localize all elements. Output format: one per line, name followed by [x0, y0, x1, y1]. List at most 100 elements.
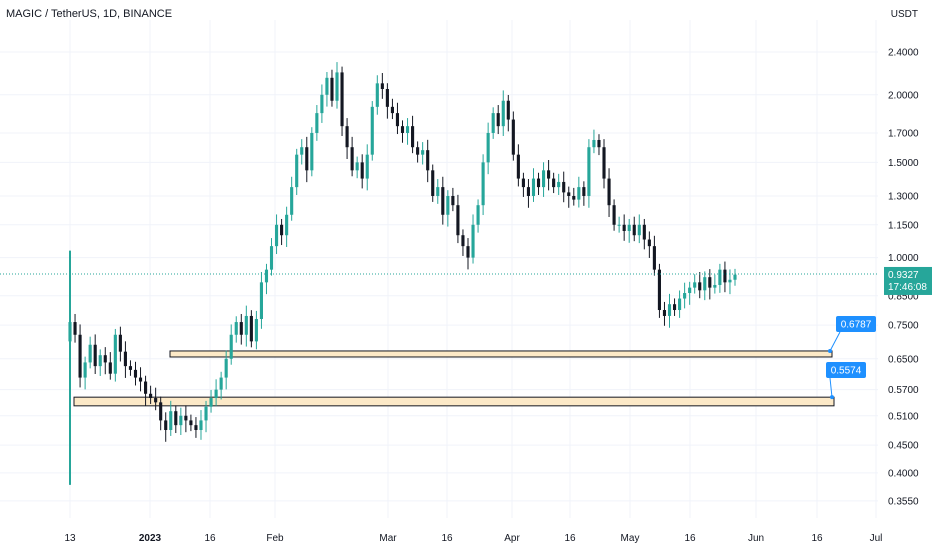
candle-body[interactable] [209, 398, 213, 407]
candle-body[interactable] [718, 269, 722, 285]
candle-body[interactable] [662, 310, 667, 316]
candle-body[interactable] [491, 113, 495, 133]
candle-body[interactable] [103, 355, 107, 363]
candle-body[interactable] [501, 100, 505, 127]
candle-body[interactable] [78, 334, 82, 378]
candle-body[interactable] [300, 147, 304, 155]
candle-body[interactable] [688, 287, 692, 294]
candle-body[interactable] [149, 393, 153, 399]
candle-body[interactable] [244, 315, 248, 335]
candle-body[interactable] [405, 126, 410, 133]
candle-body[interactable] [632, 224, 636, 236]
support-zone[interactable] [73, 396, 835, 407]
support-zone[interactable] [169, 350, 833, 358]
candle-body[interactable] [431, 170, 435, 196]
candle-body[interactable] [264, 269, 269, 283]
candle-body[interactable] [652, 246, 656, 270]
candle-body[interactable] [733, 274, 737, 280]
candle-body[interactable] [330, 77, 334, 101]
candle-body[interactable] [516, 154, 520, 179]
candle-body[interactable] [562, 181, 566, 193]
candle-body[interactable] [315, 113, 319, 133]
candle-body[interactable] [98, 355, 102, 367]
candle-body[interactable] [622, 224, 626, 231]
candle-body[interactable] [285, 214, 289, 236]
price-flag[interactable] [826, 362, 866, 378]
candle-body[interactable] [592, 139, 596, 148]
candle-body[interactable] [426, 150, 430, 171]
candle-body[interactable] [189, 420, 193, 426]
candle-body[interactable] [295, 154, 299, 188]
candle-body[interactable] [355, 162, 359, 171]
candle-body[interactable] [728, 279, 732, 283]
candle-body[interactable] [547, 170, 551, 179]
candle-body[interactable] [557, 181, 561, 188]
candle-body[interactable] [693, 282, 697, 288]
candle-body[interactable] [335, 72, 339, 101]
candle-body[interactable] [481, 162, 485, 206]
candle-body[interactable] [531, 178, 536, 196]
candle-body[interactable] [572, 195, 576, 200]
candle-body[interactable] [224, 358, 228, 378]
candle-body[interactable] [642, 224, 646, 240]
candle-body[interactable] [708, 277, 712, 288]
candle-body[interactable] [577, 187, 581, 200]
candle-body[interactable] [698, 282, 702, 291]
candle-body[interactable] [310, 132, 314, 171]
candle-body[interactable] [204, 406, 208, 421]
candle-body[interactable] [667, 304, 672, 316]
candle-body[interactable] [254, 318, 258, 342]
candle-body[interactable] [93, 344, 97, 367]
candle-body[interactable] [476, 205, 480, 225]
candle-body[interactable] [375, 83, 379, 107]
candle-body[interactable] [88, 344, 92, 363]
candle-body[interactable] [637, 224, 641, 236]
candle-body[interactable] [219, 377, 223, 390]
candle-body[interactable] [325, 77, 329, 95]
candle-body[interactable] [174, 411, 178, 426]
candle-body[interactable] [154, 398, 158, 403]
candle-body[interactable] [451, 195, 455, 206]
candle-body[interactable] [567, 192, 571, 196]
candle-body[interactable] [461, 235, 465, 247]
candle-body[interactable] [552, 178, 556, 188]
candle-body[interactable] [471, 224, 475, 258]
candle-body[interactable] [587, 147, 591, 196]
candle-body[interactable] [83, 362, 87, 378]
candle-body[interactable] [703, 277, 707, 291]
candle-body[interactable] [113, 334, 117, 374]
candle-body[interactable] [582, 187, 586, 196]
candle-body[interactable] [627, 224, 631, 231]
candle-body[interactable] [607, 178, 611, 206]
candle-body[interactable] [678, 298, 682, 311]
candle-body[interactable] [441, 187, 445, 215]
candle-body[interactable] [597, 139, 601, 148]
candle-body[interactable] [269, 246, 274, 270]
candle-body[interactable] [194, 425, 198, 430]
candle-body[interactable] [234, 322, 238, 335]
candle-body[interactable] [511, 119, 515, 155]
candle-body[interactable] [144, 381, 148, 394]
candle-body[interactable] [164, 420, 168, 430]
candle-body[interactable] [184, 415, 188, 421]
candle-body[interactable] [123, 351, 127, 367]
candle-body[interactable] [229, 334, 233, 359]
candle-body[interactable] [411, 126, 415, 148]
candle-body[interactable] [395, 113, 400, 127]
candle-body[interactable] [350, 147, 354, 171]
candle-body[interactable] [108, 362, 112, 374]
candle-body[interactable] [199, 420, 203, 430]
candle-body[interactable] [370, 106, 374, 155]
candle-body[interactable] [360, 162, 364, 179]
candle-body[interactable] [672, 304, 677, 311]
candle-body[interactable] [138, 377, 143, 382]
candle-body[interactable] [249, 315, 253, 342]
candle-body[interactable] [416, 147, 420, 155]
candle-body[interactable] [305, 147, 309, 171]
candle-body[interactable] [496, 113, 500, 127]
candle-body[interactable] [128, 366, 133, 370]
candle-body[interactable] [400, 126, 405, 133]
candle-body[interactable] [280, 224, 284, 236]
candle-body[interactable] [133, 369, 138, 378]
